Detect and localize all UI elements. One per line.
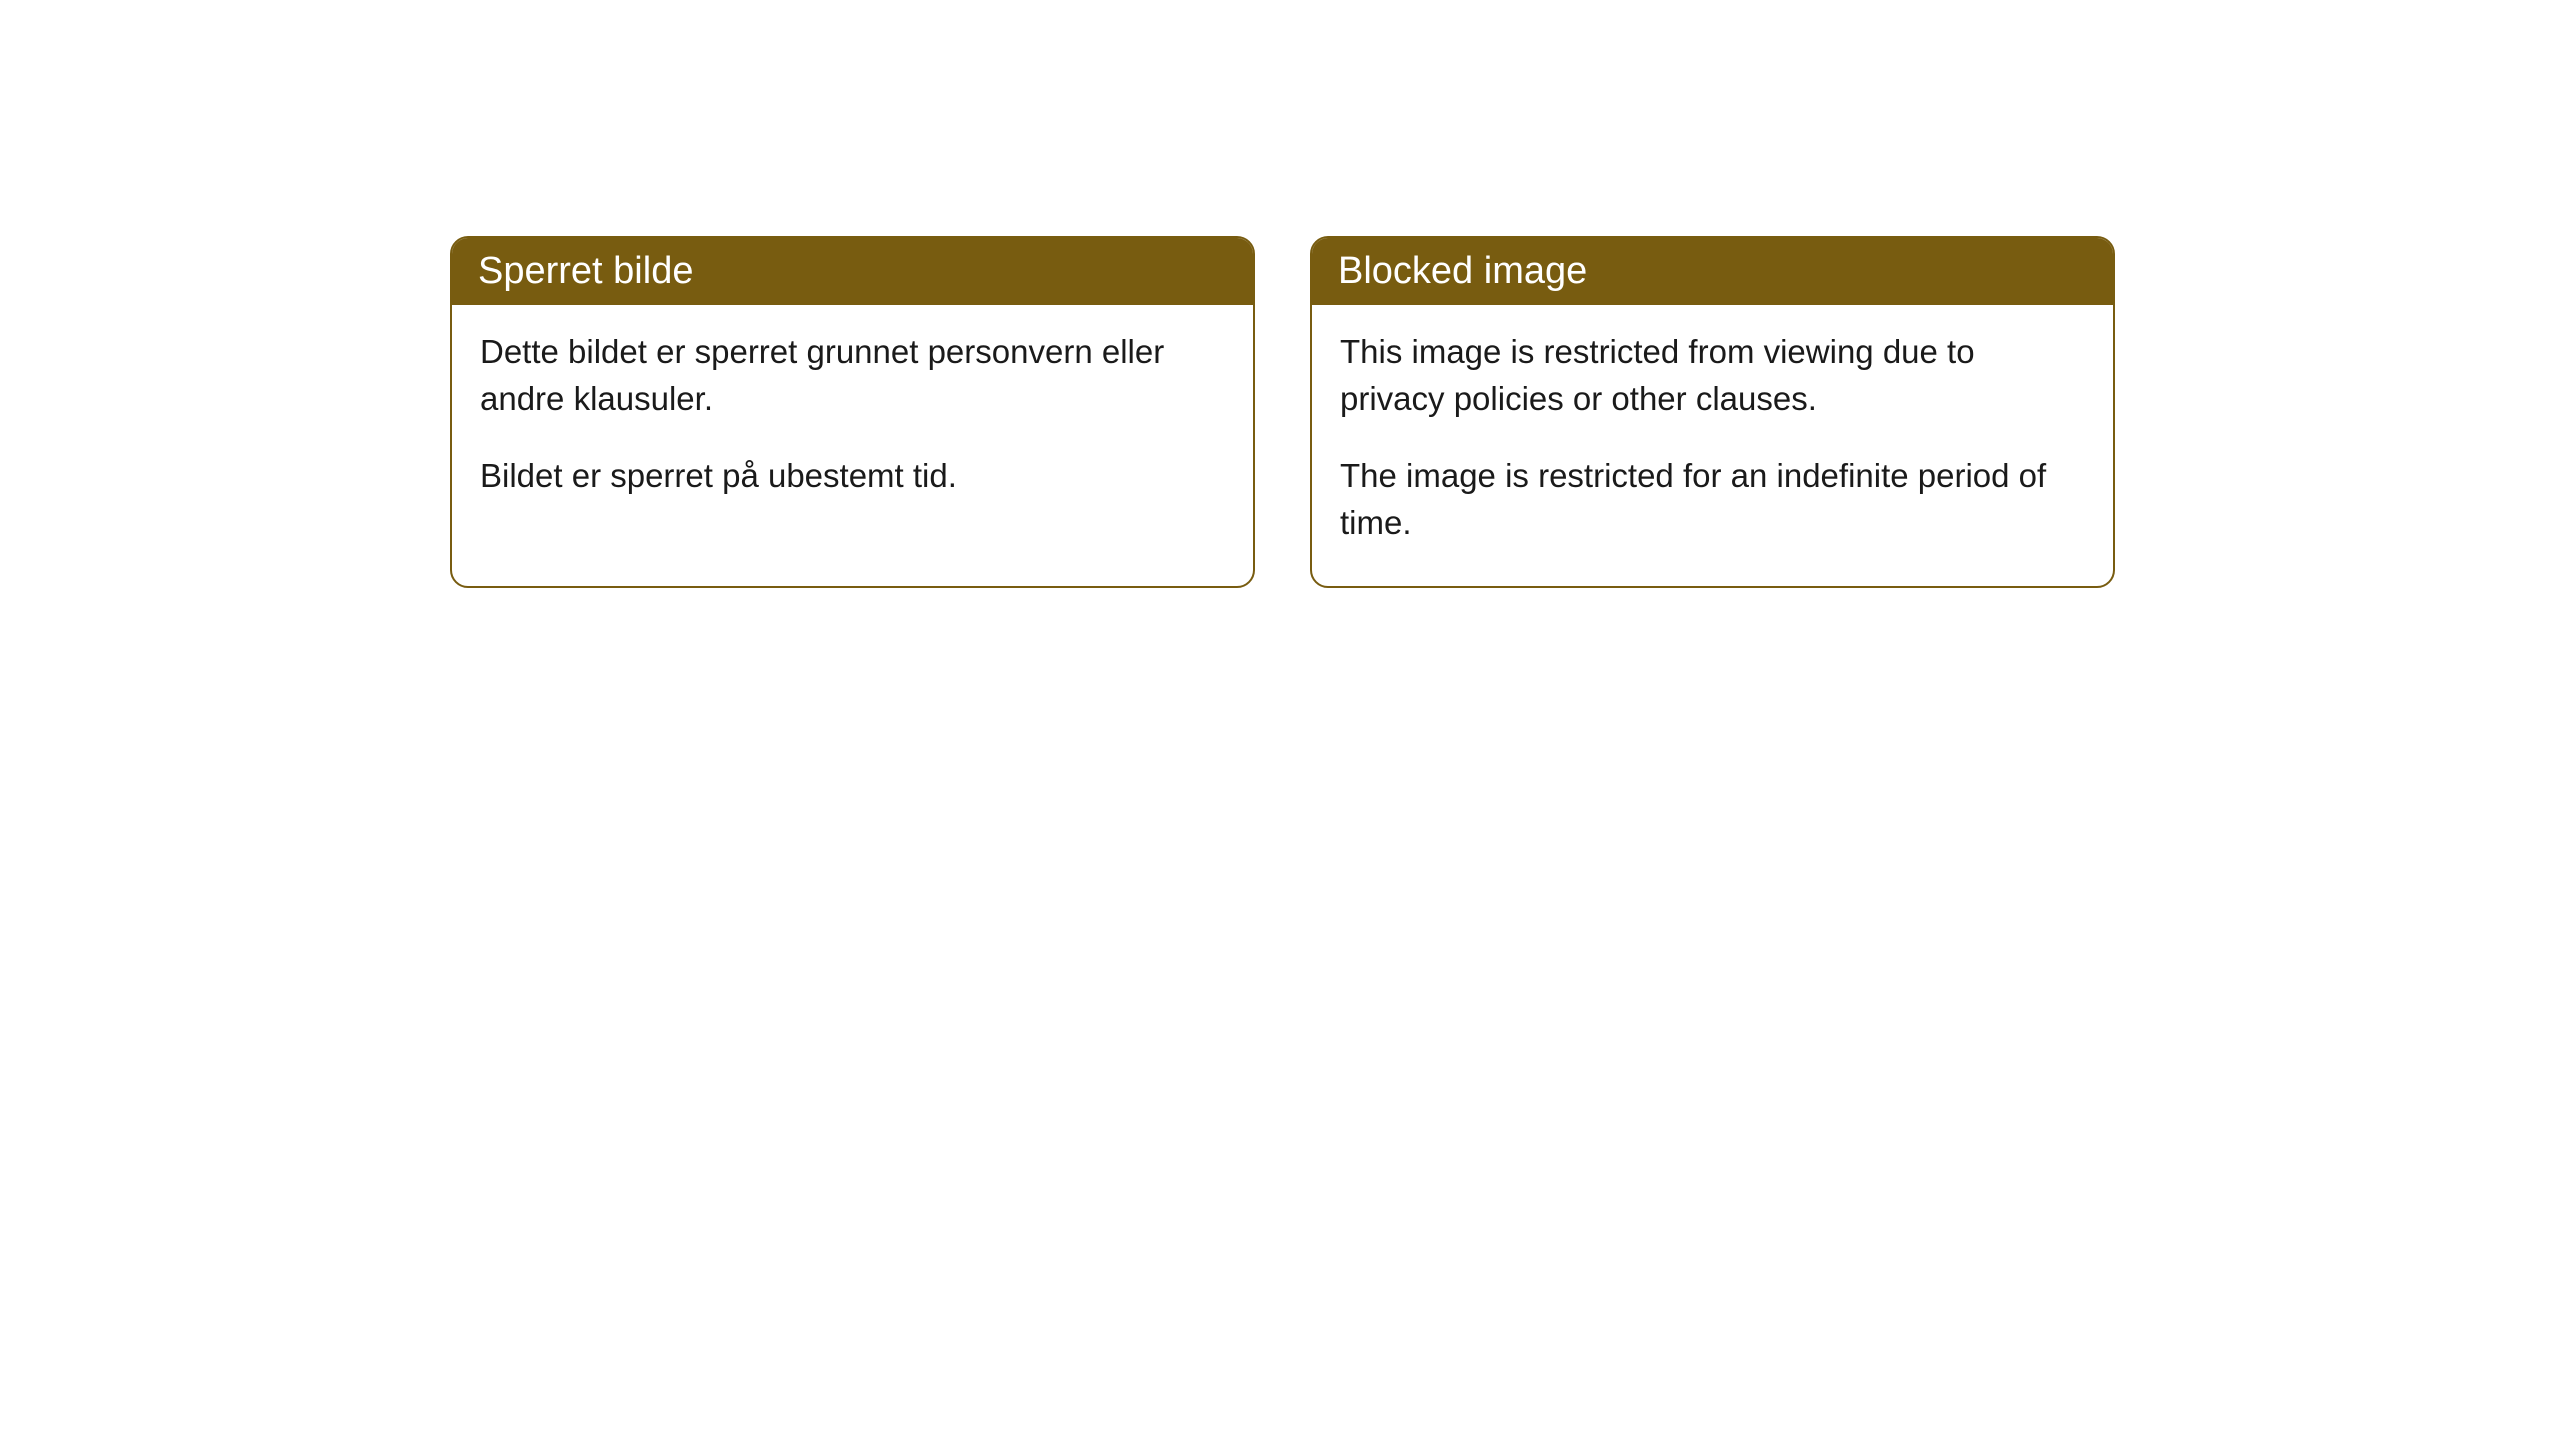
card-paragraph-english-1: This image is restricted from viewing du… [1340,329,2085,423]
card-paragraph-norwegian-2: Bildet er sperret på ubestemt tid. [480,453,1225,500]
cards-container: Sperret bilde Dette bildet er sperret gr… [450,236,2115,588]
card-paragraph-english-2: The image is restricted for an indefinit… [1340,453,2085,547]
card-header-norwegian: Sperret bilde [452,238,1253,305]
card-body-english: This image is restricted from viewing du… [1312,305,2113,586]
card-header-english: Blocked image [1312,238,2113,305]
blocked-image-card-english: Blocked image This image is restricted f… [1310,236,2115,588]
card-paragraph-norwegian-1: Dette bildet er sperret grunnet personve… [480,329,1225,423]
blocked-image-card-norwegian: Sperret bilde Dette bildet er sperret gr… [450,236,1255,588]
card-body-norwegian: Dette bildet er sperret grunnet personve… [452,305,1253,540]
